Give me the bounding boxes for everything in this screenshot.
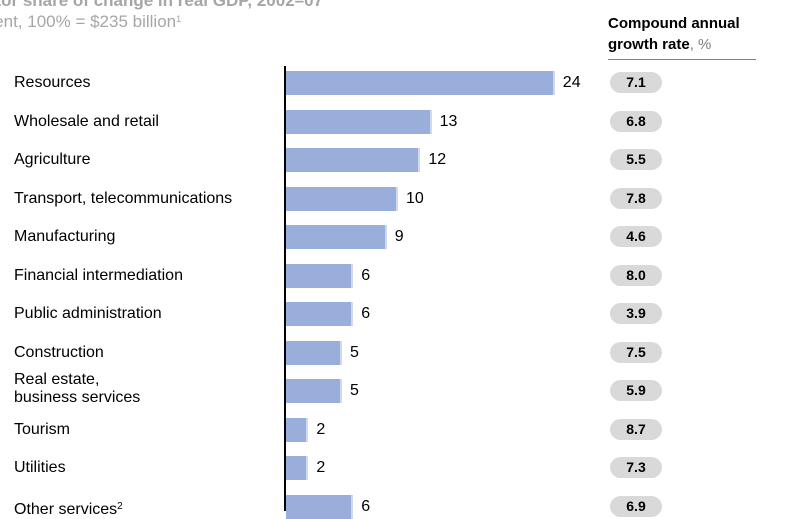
cagr-badge: 5.5: [610, 149, 662, 170]
category-label: Transport, telecommunications: [14, 190, 232, 208]
bar-value-label: 6: [361, 305, 371, 322]
bar: [286, 417, 309, 442]
category-label-line: Real estate,: [14, 371, 100, 388]
category-label-line: Construction: [14, 343, 104, 361]
cagr-badge: 7.3: [610, 457, 662, 478]
bar: [286, 494, 354, 519]
bar: [286, 71, 555, 95]
category-label: Construction: [14, 344, 104, 362]
value-axis-line: [284, 66, 286, 511]
bar: [286, 456, 309, 480]
bar-value-label: 6: [361, 266, 371, 284]
category-label-line: Other services: [14, 500, 118, 518]
bar-value-label: 9: [394, 228, 404, 245]
category-label-line: Transport, telecommunications: [14, 189, 233, 207]
bar: [286, 379, 342, 403]
cagr-badge: 6.9: [610, 495, 662, 517]
category-label-line: Resources: [14, 74, 91, 91]
category-label: Public administration: [14, 305, 162, 323]
category-label: Utilities: [14, 459, 66, 477]
category-label-line: Utilities: [14, 459, 66, 476]
cagr-badge: 6.8: [610, 110, 662, 132]
cagr-header-title: Compound annual growth rate: [608, 15, 740, 53]
cagr-badge: 4.6: [610, 226, 662, 247]
bar-value-label: 24: [562, 74, 581, 91]
cagr-badge: 7.1: [610, 72, 662, 93]
cagr-header-rule: [608, 59, 756, 60]
bar-value-label: 2: [316, 459, 326, 476]
subtitle-text: rcent, 100% = $235 billion: [0, 12, 177, 31]
category-label-line: business services: [14, 389, 141, 406]
subtitle-footnote-marker: 1: [176, 14, 182, 24]
chart-subtitle: rcent, 100% = $235 billion1: [0, 12, 181, 32]
category-label-line: Financial intermediation: [14, 266, 183, 284]
category-label-line: Agriculture: [14, 151, 91, 168]
cagr-badge: 7.5: [610, 341, 662, 363]
cagr-badge: 7.8: [610, 187, 662, 209]
bar-value-label: 10: [406, 189, 424, 207]
cagr-badge: 8.0: [610, 264, 662, 286]
bar: [286, 109, 432, 134]
cagr-header-unit: , %: [689, 36, 712, 53]
bar-value-label: 5: [350, 343, 359, 361]
bar: [286, 340, 342, 365]
bar: [286, 263, 354, 288]
category-label-line: Wholesale and retail: [14, 112, 159, 130]
category-label: Real estate, business services: [14, 371, 140, 407]
category-label: Financial intermediation: [14, 267, 183, 285]
category-footnote-marker: 2: [117, 500, 123, 512]
category-label: Manufacturing: [14, 228, 115, 246]
category-label-line: Public administration: [14, 305, 162, 322]
category-label: Other services2: [14, 498, 123, 519]
bar: [286, 225, 387, 249]
category-label-line: Tourism: [14, 420, 71, 438]
cagr-column-header: Compound annual growth rate, %: [608, 13, 778, 55]
bar-value-label: 5: [350, 382, 359, 399]
bar: [286, 186, 398, 211]
bar-value-label: 6: [361, 497, 371, 515]
bar-value-label: 13: [439, 112, 458, 130]
cagr-badge: 8.7: [610, 418, 662, 440]
category-label: Agriculture: [14, 151, 90, 169]
bar: [286, 148, 421, 172]
cagr-badge: 5.9: [610, 380, 662, 401]
category-label-line: Manufacturing: [14, 228, 116, 245]
category-label: Wholesale and retail: [14, 113, 159, 131]
chart-title: ctor share of change in real GDP, 2002–0…: [0, 0, 324, 10]
category-label: Tourism: [14, 421, 70, 439]
category-label: Resources: [14, 74, 90, 92]
bar: [286, 302, 354, 326]
bar-value-label: 12: [428, 151, 447, 168]
bar-value-label: 2: [316, 420, 326, 438]
cagr-badge: 3.9: [610, 303, 662, 324]
